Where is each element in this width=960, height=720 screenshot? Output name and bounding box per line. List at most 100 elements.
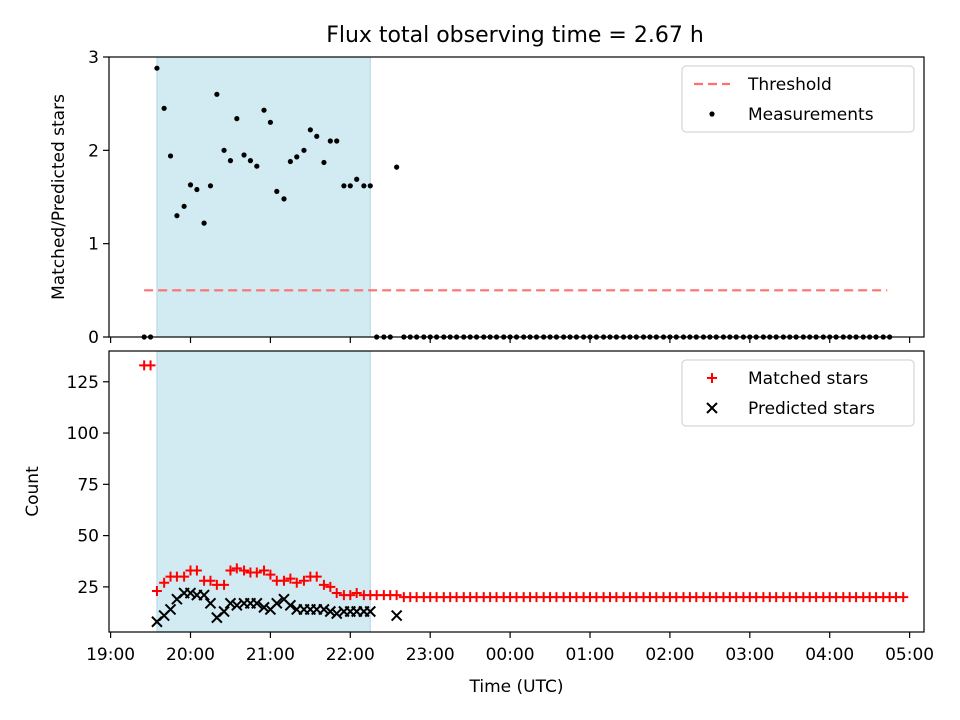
y-tick-label: 3 [88, 48, 99, 68]
data-point [194, 186, 200, 193]
data-point [187, 182, 194, 188]
data-point [258, 601, 270, 614]
x-tick-label: 03:00 [725, 645, 774, 665]
data-point [265, 569, 276, 580]
data-point [218, 605, 230, 618]
data-point [361, 183, 367, 189]
data-point [259, 565, 270, 576]
data-point [314, 133, 320, 139]
data-point [287, 158, 293, 165]
legend: Matched stars Predicted stars [681, 359, 915, 427]
data-point [321, 159, 327, 166]
data-point [198, 589, 210, 601]
x-tick-label: 00:00 [486, 645, 535, 665]
legend-label: Threshold [747, 75, 832, 95]
data-point [318, 603, 330, 616]
series-predicted-stars [151, 587, 403, 628]
y-axis-label: Count [23, 466, 43, 517]
data-point [347, 183, 353, 189]
data-point [214, 91, 220, 97]
data-point [161, 105, 167, 111]
x-tick-label: 21:00 [246, 645, 295, 665]
data-point [167, 153, 174, 159]
data-point [207, 183, 214, 189]
data-point [145, 360, 156, 371]
data-point [394, 164, 400, 170]
data-point [225, 565, 236, 576]
data-point [201, 220, 207, 226]
data-point [267, 119, 274, 125]
data-point [311, 571, 322, 582]
data-point [271, 597, 283, 609]
shaded-interval [156, 351, 371, 632]
x-tick-label: 20:00 [166, 645, 215, 665]
data-point [281, 196, 287, 202]
data-point [294, 154, 300, 160]
x-tick-label: 02:00 [645, 645, 694, 665]
data-point [298, 575, 309, 586]
data-point [261, 107, 267, 113]
x-axis-label: Time (UTC) [469, 677, 564, 697]
data-point [219, 579, 230, 590]
axes-frame [108, 350, 925, 633]
data-point [164, 603, 177, 616]
data-point [898, 592, 909, 603]
data-point [285, 573, 296, 584]
data-point [159, 577, 170, 588]
data-point [284, 599, 297, 612]
data-point [231, 563, 242, 574]
y-tick-label: 100 [67, 424, 99, 444]
legend-box [681, 65, 915, 133]
top-panel: 0 1 2 3 Matched/Predicted stars Threshold Meas… [49, 48, 925, 348]
data-point [254, 163, 260, 169]
data-point [191, 565, 202, 576]
legend-marker [707, 373, 717, 383]
data-point [334, 138, 340, 144]
axes-frame [108, 56, 925, 338]
data-point [341, 183, 347, 189]
data-point [391, 590, 402, 601]
data-point [331, 607, 343, 620]
data-point [204, 597, 217, 609]
data-point [151, 585, 162, 596]
data-point [278, 575, 289, 586]
legend-label: Predicted stars [748, 399, 875, 419]
x-tick-label: 23:00 [406, 645, 455, 665]
data-point [184, 587, 197, 599]
y-axis-label: Matched/Predicted stars [49, 94, 69, 300]
x-tick-label: 05:00 [885, 645, 934, 665]
chart-title: Flux total observing time = 2.67 h [326, 23, 704, 48]
data-point [221, 147, 227, 153]
data-point [247, 158, 254, 164]
data-point [364, 605, 376, 618]
data-point [251, 597, 263, 609]
data-point [234, 116, 240, 122]
y-tick-label: 0 [88, 328, 99, 348]
data-point [390, 609, 403, 622]
data-point [291, 577, 302, 588]
data-point [354, 176, 360, 182]
series-matched-stars [139, 360, 909, 603]
legend-label: Measurements [748, 105, 874, 125]
data-point [325, 581, 336, 592]
x-tick-label: 04:00 [805, 645, 854, 665]
y-tick-label: 1 [88, 235, 99, 255]
data-point [179, 571, 190, 582]
y-tick-label: 50 [77, 527, 99, 547]
data-point [224, 597, 237, 609]
data-point [327, 138, 333, 144]
data-point [174, 213, 180, 219]
data-point [205, 575, 216, 586]
data-point [331, 588, 342, 599]
data-point [324, 605, 337, 618]
data-point [154, 65, 160, 71]
data-point [251, 567, 262, 578]
data-point [307, 127, 313, 133]
data-point [351, 588, 362, 599]
data-point [231, 599, 243, 612]
x-tick-label: 19:00 [86, 645, 135, 665]
y-tick-label: 25 [77, 578, 99, 598]
shaded-interval [156, 57, 371, 337]
data-point [227, 158, 234, 164]
